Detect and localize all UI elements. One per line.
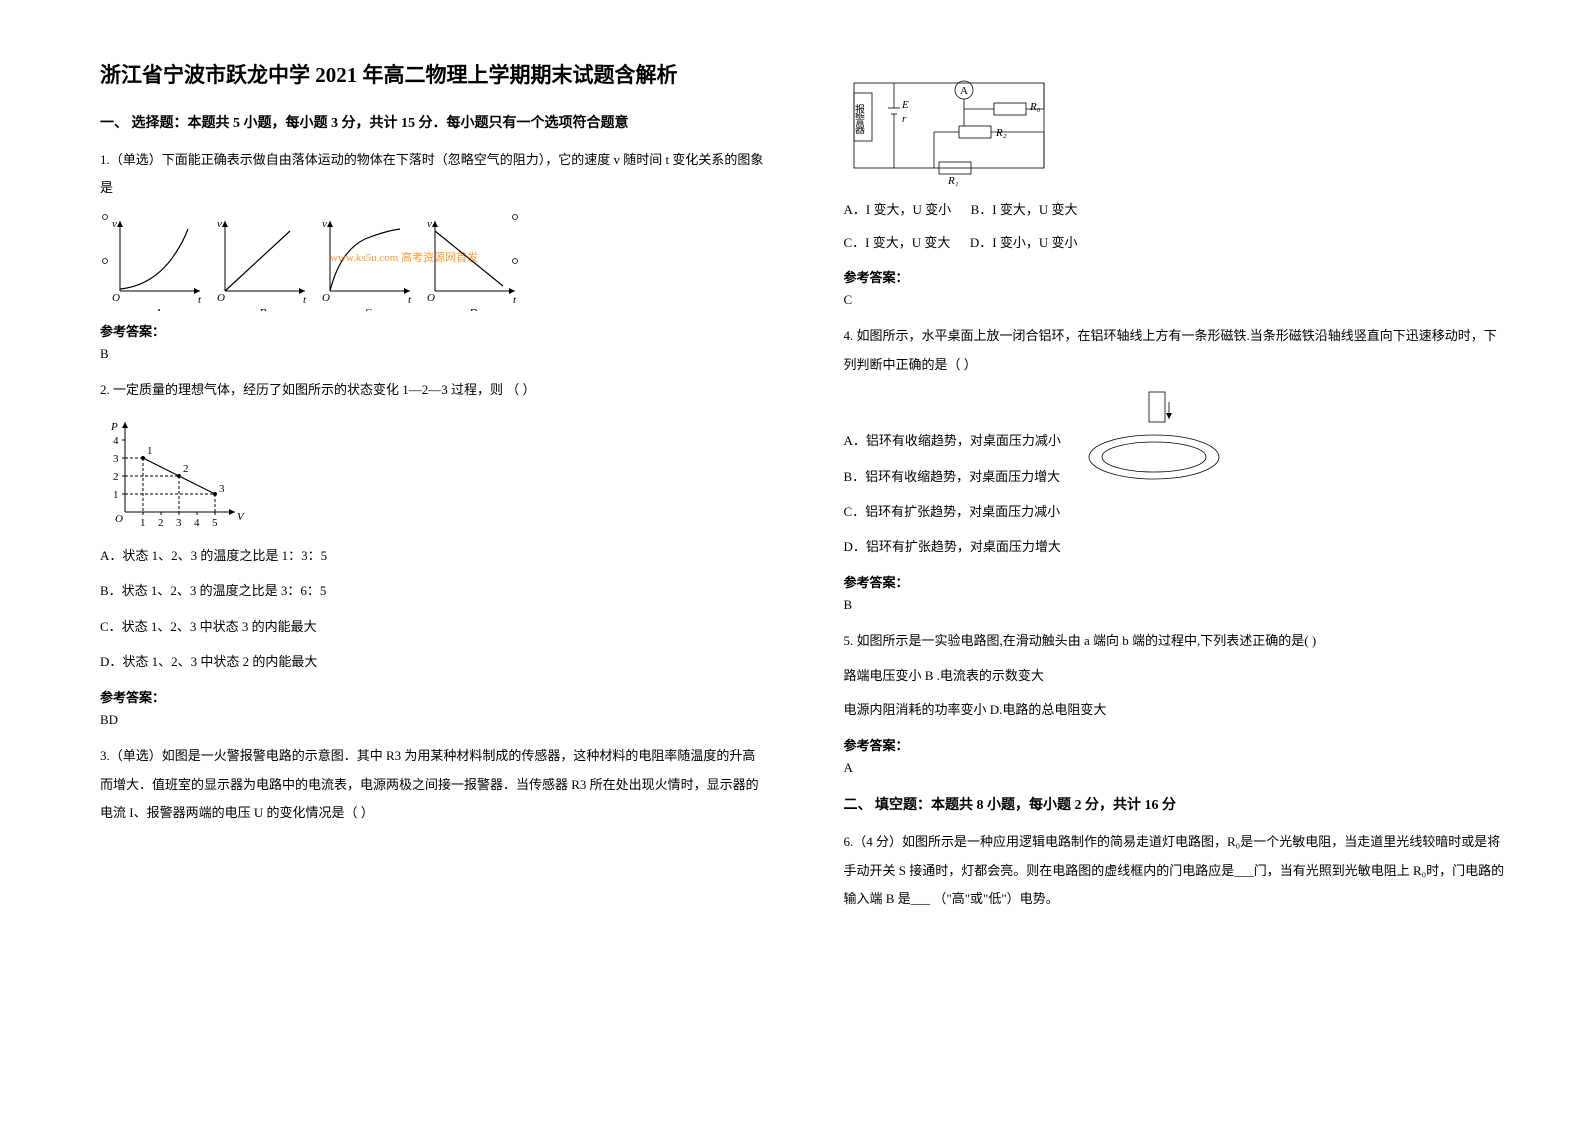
svg-text:t: t [198, 294, 202, 306]
q2-opt-a: A．状态 1、2、3 的温度之比是 1：3：5 [100, 540, 764, 571]
q1-answer-label: 参考答案： [100, 321, 764, 340]
q3-stem: 3.（单选）如图是一火警报警电路的示意图．其中 R3 为用某种材料制成的传感器，… [100, 742, 764, 828]
svg-text:t: t [303, 294, 307, 306]
q2-diagram: P V O 1 2 3 4 1 2 3 4 5 [100, 412, 764, 532]
q3-opt-a: A．I 变大，U 变小 [844, 202, 952, 217]
svg-text:5: 5 [212, 517, 218, 529]
q1-label-a: A. [155, 307, 166, 311]
svg-text:R₀: R₀ [1029, 101, 1041, 113]
q4-opt-b: B．铝环有收缩趋势，对桌面压力增大 [844, 461, 1508, 492]
q3-opts-row2: C．I 变大，U 变大 D．I 变小，U 变小 [844, 229, 1508, 258]
q3-opts-row1: A．I 变大，U 变小 B．I 变大，U 变大 [844, 196, 1508, 225]
q1-label-b: B. [260, 307, 270, 311]
section-1-header: 一、 选择题：本题共 5 小题，每小题 3 分，共计 15 分．每小题只有一个选… [100, 112, 764, 132]
svg-text:v: v [217, 218, 222, 230]
svg-text:2: 2 [158, 517, 164, 529]
svg-text:E: E [901, 99, 909, 111]
q3-circuit: 报警器 E r A R₀ [844, 68, 1508, 188]
left-column: 浙江省宁波市跃龙中学 2021 年高二物理上学期期末试题含解析 一、 选择题：本… [100, 60, 764, 920]
q4-opt-a: A．铝环有收缩趋势，对桌面压力减小 [844, 425, 1508, 456]
svg-text:P: P [110, 421, 118, 433]
svg-text:O: O [217, 292, 225, 304]
svg-text:1: 1 [113, 489, 119, 501]
svg-text:O: O [322, 292, 330, 304]
q5-answer: A [844, 760, 1508, 776]
q2-answer: BD [100, 712, 764, 728]
svg-text:O: O [112, 292, 120, 304]
q5-line-a: 路端电压变小 B .电流表的示数变大 [844, 662, 1508, 691]
svg-text:v: v [322, 218, 327, 230]
q2-opt-c: C．状态 1、2、3 中状态 3 的内能最大 [100, 611, 764, 642]
svg-text:v: v [427, 218, 432, 230]
svg-text:3: 3 [176, 517, 182, 529]
svg-text:A: A [960, 85, 968, 97]
q4-stem: 4. 如图所示，水平桌面上放一闭合铝环，在铝环轴线上方有一条形磁铁.当条形磁铁沿… [844, 322, 1508, 379]
svg-text:r: r [902, 113, 907, 125]
svg-text:t: t [408, 294, 412, 306]
q3-opt-d: D．I 变小，U 变小 [970, 235, 1078, 250]
right-column: 报警器 E r A R₀ [844, 60, 1508, 920]
q3-answer: C [844, 292, 1508, 308]
watermark-text: www.ks5u.com 高考资源网首发 [330, 250, 478, 264]
svg-text:O: O [427, 292, 435, 304]
q2-answer-label: 参考答案： [100, 687, 764, 706]
svg-text:2: 2 [113, 471, 119, 483]
q2-opt-b: B．状态 1、2、3 的温度之比是 3：6：5 [100, 575, 764, 606]
q6-stem: 6.（4 分）如图所示是一种应用逻辑电路制作的简易走道灯电路图，R₀是一个光敏电… [844, 828, 1508, 914]
q3-opt-c: C．I 变大，U 变大 [844, 235, 951, 250]
q5-answer-label: 参考答案： [844, 735, 1508, 754]
q2-opt-d: D．状态 1、2、3 中状态 2 的内能最大 [100, 646, 764, 677]
q4-answer-label: 参考答案： [844, 572, 1508, 591]
svg-text:1: 1 [140, 517, 146, 529]
doc-title: 浙江省宁波市跃龙中学 2021 年高二物理上学期期末试题含解析 [100, 60, 764, 92]
q1-answer: B [100, 346, 764, 362]
q4-opt-d: D．铝环有扩张趋势，对桌面压力增大 [844, 531, 1508, 562]
q1-diagram: v t O A. v t O B. [100, 211, 764, 311]
svg-text:1: 1 [147, 445, 153, 457]
q1-stem: 1.（单选）下面能正确表示做自由落体运动的物体在下落时（忽略空气的阻力），它的速… [100, 146, 764, 203]
svg-text:3: 3 [219, 483, 225, 495]
q1-label-c: C. [365, 307, 375, 311]
svg-text:报警器: 报警器 [852, 103, 864, 135]
q3-answer-label: 参考答案： [844, 267, 1508, 286]
svg-text:4: 4 [113, 435, 119, 447]
section-2-header: 二、 填空题：本题共 8 小题，每小题 2 分，共计 16 分 [844, 794, 1508, 814]
svg-text:R₂: R₂ [995, 127, 1007, 139]
q4-opt-c: C．铝环有扩张趋势，对桌面压力减小 [844, 496, 1508, 527]
svg-text:V: V [237, 511, 245, 523]
svg-text:O: O [115, 513, 123, 525]
svg-text:4: 4 [194, 517, 200, 529]
svg-text:R₁: R₁ [947, 175, 959, 187]
svg-text:3: 3 [113, 453, 119, 465]
q5-stem: 5. 如图所示是一实验电路图,在滑动触头由 a 端向 b 端的过程中,下列表述正… [844, 627, 1508, 656]
svg-text:t: t [513, 294, 517, 306]
q5-line-b: 电源内阻消耗的功率变小 D.电路的总电阻变大 [844, 696, 1508, 725]
q3-opt-b: B．I 变大，U 变大 [971, 202, 1078, 217]
q1-label-d: D. [470, 307, 481, 311]
svg-text:v: v [112, 218, 117, 230]
svg-text:2: 2 [183, 463, 189, 475]
q4-answer: B [844, 597, 1508, 613]
q2-stem: 2. 一定质量的理想气体，经历了如图所示的状态变化 1—2—3 过程，则 （ ） [100, 376, 764, 405]
